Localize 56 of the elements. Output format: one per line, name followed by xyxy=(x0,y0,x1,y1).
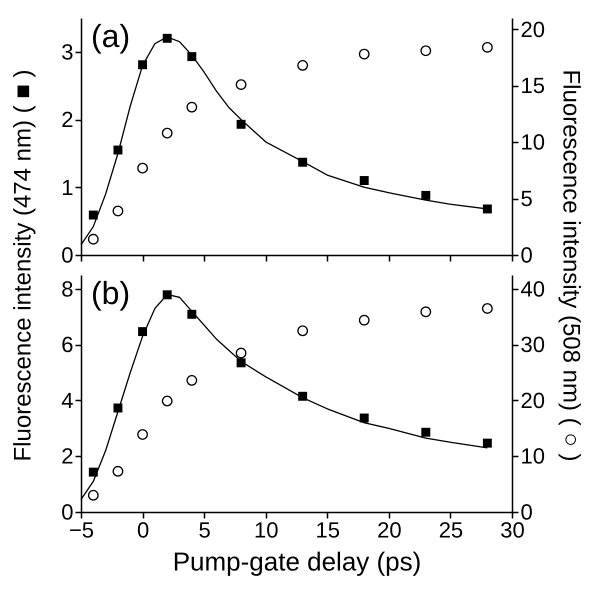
y2-tick-label: 20 xyxy=(520,388,545,413)
y2-tick-label: 30 xyxy=(520,332,545,358)
y-tick-label: 3 xyxy=(61,39,74,64)
y-tick-label: 2 xyxy=(61,444,74,469)
point xyxy=(297,60,308,71)
point xyxy=(297,325,308,336)
y2-tick-label: 15 xyxy=(520,73,545,98)
point xyxy=(482,42,493,53)
y-tick-label: 4 xyxy=(61,388,74,413)
point xyxy=(360,176,369,185)
y-tick-label: 0 xyxy=(61,242,74,268)
x-tick-label: 0 xyxy=(136,518,150,542)
x-tick-label: 15 xyxy=(316,518,340,542)
point xyxy=(88,234,99,245)
y2-tick-label: 10 xyxy=(520,130,545,155)
y2-axis-title: Fluorescence intensity (508 nm) ( ○ ) xyxy=(558,70,584,462)
x-tick-label: 5 xyxy=(198,518,211,542)
point xyxy=(162,128,173,138)
point xyxy=(186,102,198,113)
point xyxy=(137,429,148,440)
y2-tick-label: 5 xyxy=(520,186,533,212)
point xyxy=(112,466,124,477)
point xyxy=(186,375,198,386)
x-axis-title: Pump-gate delay (ps) xyxy=(172,546,422,576)
point xyxy=(421,428,430,437)
point xyxy=(421,190,430,200)
annotation: (b) xyxy=(91,275,130,311)
y-tick-label: 2 xyxy=(61,107,74,132)
y2-tick-label: 40 xyxy=(520,276,545,302)
point xyxy=(236,120,246,129)
point xyxy=(482,438,492,448)
point xyxy=(88,490,99,501)
point xyxy=(112,206,124,216)
y-tick-label: 0 xyxy=(61,500,74,524)
y2-tick-label: 20 xyxy=(520,16,545,42)
point xyxy=(482,303,493,314)
point xyxy=(137,162,148,174)
x-tick-label: 20 xyxy=(377,518,402,542)
point xyxy=(88,210,98,220)
point xyxy=(420,306,432,318)
point xyxy=(162,396,173,406)
point xyxy=(482,204,492,214)
point xyxy=(358,314,370,326)
y-tick-label: 6 xyxy=(61,332,74,358)
annotation: (a) xyxy=(91,18,130,54)
point xyxy=(358,48,370,60)
y-tick-label: 1 xyxy=(61,174,74,200)
point xyxy=(420,45,432,56)
y-tick-label: 8 xyxy=(61,276,74,302)
y-axis-title: Fluorescence intensity (474 nm) ( ■ ) xyxy=(10,70,36,462)
y2-tick-label: 0 xyxy=(520,242,533,268)
point xyxy=(236,348,246,358)
x-tick-label: 10 xyxy=(254,518,278,542)
y2-tick-label: 10 xyxy=(520,444,545,469)
point xyxy=(236,79,246,90)
x-tick-label: 25 xyxy=(438,518,464,542)
